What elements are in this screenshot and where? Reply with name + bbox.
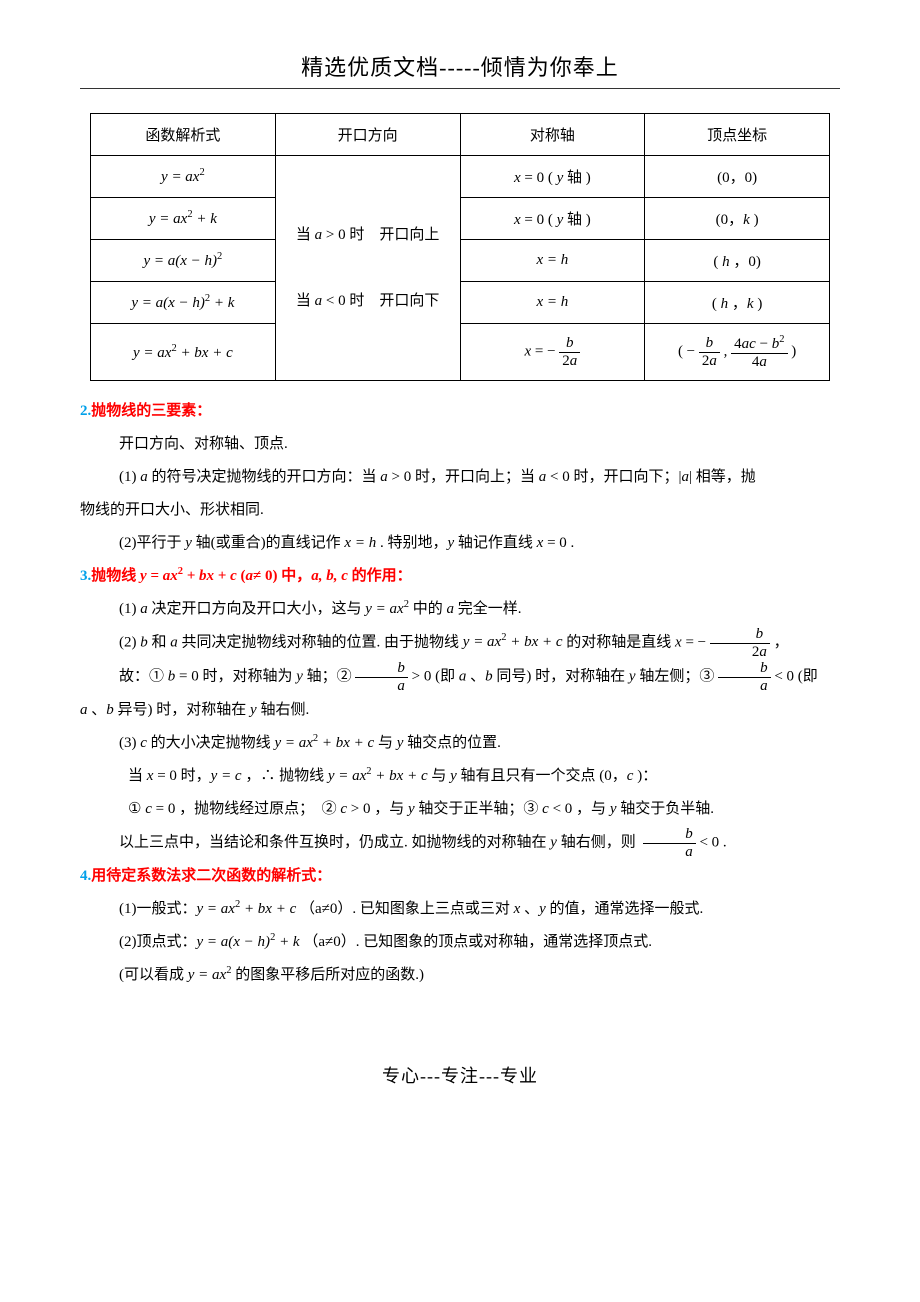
cell-vertex: ( h ，k ) <box>645 282 830 324</box>
section-title: 抛物线的三要素： <box>91 403 211 419</box>
s2-p1b: 物线的开口大小、形状相同. <box>80 494 840 527</box>
page-footer: 专心---专注---专业 <box>80 1062 840 1088</box>
cell-axis: x = h <box>460 240 645 282</box>
s4-p1: (1)一般式：y = ax2 + bx + c （a≠0）. 已知图象上三点或三… <box>80 893 840 926</box>
s3-p3: (3) c 的大小决定抛物线 y = ax2 + bx + c 与 y 轴交点的… <box>80 727 840 760</box>
s3-p3b: 当 x = 0 时，y = c ，∴ 抛物线 y = ax2 + bx + c … <box>80 760 840 793</box>
cell-vertex: (0，0) <box>645 156 830 198</box>
section-num: 4. <box>80 868 91 884</box>
section-title: 用待定系数法求二次函数的解析式： <box>91 868 331 884</box>
page: 精选优质文档-----倾情为你奉上 函数解析式 开口方向 对称轴 顶点坐标 y … <box>0 0 920 1118</box>
table-row: 函数解析式 开口方向 对称轴 顶点坐标 <box>91 114 830 156</box>
cell-axis: x = 0 ( y 轴 ) <box>460 156 645 198</box>
cell-vertex: (0，k ) <box>645 198 830 240</box>
page-title: 精选优质文档-----倾情为你奉上 <box>80 50 840 82</box>
cell-func: y = ax2 + bx + c <box>91 324 276 381</box>
cell-axis: x = h <box>460 282 645 324</box>
cell-func: y = a(x − h)2 <box>91 240 276 282</box>
table-row: y = ax2 + bx + c x = − b2a ( − b2a , 4ac… <box>91 324 830 381</box>
header-rule <box>80 88 840 89</box>
s3-p2c: a 、b 异号) 时，对称轴在 y 轴右侧. <box>80 694 840 727</box>
s3-p1: (1) a 决定开口方向及开口大小，这与 y = ax2 中的 a 完全一样. <box>80 593 840 626</box>
col-dir: 开口方向 <box>275 114 460 156</box>
cell-vertex: ( h ，0) <box>645 240 830 282</box>
s4-p2: (2)顶点式：y = a(x − h)2 + k （a≠0）. 已知图象的顶点或… <box>80 926 840 959</box>
table-row: y = ax2 当 a > 0 时 开口向上 当 a < 0 时 开口向下 x … <box>91 156 830 198</box>
s3-p3d: 以上三点中，当结论和条件互换时，仍成立. 如抛物线的对称轴在 y 轴右侧，则 b… <box>80 826 840 860</box>
cell-axis: x = 0 ( y 轴 ) <box>460 198 645 240</box>
section-num: 3. <box>80 568 91 584</box>
s2-p1a: (1) a 的符号决定抛物线的开口方向：当 a > 0 时，开口向上；当 a <… <box>80 461 840 494</box>
col-func: 函数解析式 <box>91 114 276 156</box>
section-num: 2. <box>80 403 91 419</box>
table-row: y = a(x − h)2 + k x = h ( h ，k ) <box>91 282 830 324</box>
col-axis: 对称轴 <box>460 114 645 156</box>
s2-p0: 开口方向、对称轴、顶点. <box>80 428 840 461</box>
section-4-head: 4.用待定系数法求二次函数的解析式： <box>80 864 840 885</box>
table-row: y = ax2 + k x = 0 ( y 轴 ) (0，k ) <box>91 198 830 240</box>
cell-axis: x = − b2a <box>460 324 645 381</box>
section-3-head: 3.抛物线 y = ax2 + bx + c (a≠ 0) 中，a, b, c … <box>80 564 840 585</box>
s3-p2b: 故：① b = 0 时，对称轴为 y 轴；② ba > 0 (即 a 、b 同号… <box>80 660 840 694</box>
section-title: 抛物线 y = ax2 + bx + c (a≠ 0) 中，a, b, c 的作… <box>91 568 411 584</box>
s2-p2: (2)平行于 y 轴(或重合)的直线记作 x = h . 特别地，y 轴记作直线… <box>80 527 840 560</box>
s3-p3c: ① c = 0 ，抛物线经过原点； ② c > 0 ，与 y 轴交于正半轴；③ … <box>80 793 840 826</box>
cell-func: y = ax2 + k <box>91 198 276 240</box>
section-2-head: 2.抛物线的三要素： <box>80 399 840 420</box>
cell-direction: 当 a > 0 时 开口向上 当 a < 0 时 开口向下 <box>275 156 460 381</box>
table-row: y = a(x − h)2 x = h ( h ，0) <box>91 240 830 282</box>
forms-table: 函数解析式 开口方向 对称轴 顶点坐标 y = ax2 当 a > 0 时 开口… <box>90 113 830 381</box>
col-vertex: 顶点坐标 <box>645 114 830 156</box>
s4-p3: (可以看成 y = ax2 的图象平移后所对应的函数.) <box>80 959 840 992</box>
s3-p2: (2) b 和 a 共同决定抛物线对称轴的位置. 由于抛物线 y = ax2 +… <box>80 626 840 660</box>
cell-func: y = a(x − h)2 + k <box>91 282 276 324</box>
cell-vertex: ( − b2a , 4ac − b24a ) <box>645 324 830 381</box>
cell-func: y = ax2 <box>91 156 276 198</box>
